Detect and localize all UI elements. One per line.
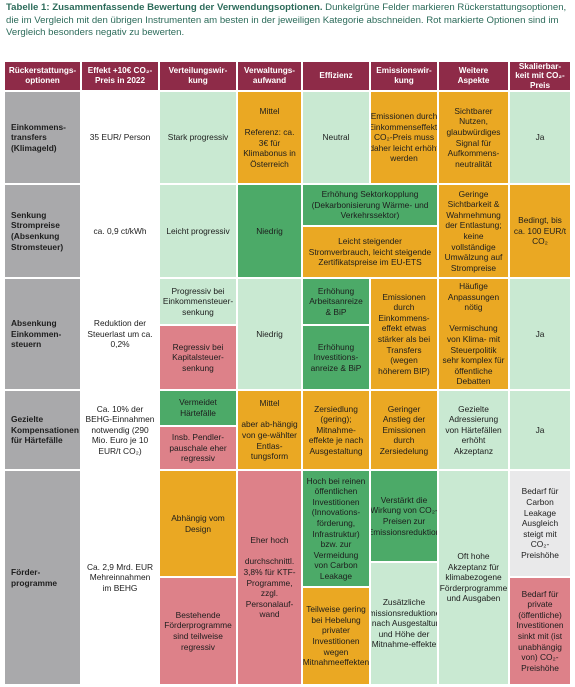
header-aspects: Weitere Aspekte — [439, 62, 508, 90]
income-tax-admin: Niedrig — [238, 279, 301, 389]
funding-aspects: Oft hohe Akzeptanz für klimabezogene För… — [439, 471, 508, 684]
hardship-scalable: Ja — [510, 391, 570, 469]
transfers-emissions: Emissionen durch Einkommenseffekt. CO₂-P… — [371, 92, 437, 183]
transfers-aspects: Sichtbarer Nutzen, glaubwürdiges Signal … — [439, 92, 508, 183]
row-label-funding: Förder-programme — [5, 471, 80, 684]
income-tax-emissions: Emissionen durch Einkommens-effekt etwas… — [371, 279, 437, 389]
hardship-effect: Ca. 10% der BEHG-Einnahmen notwendig (29… — [82, 391, 158, 469]
row-label-hardship: Gezielte Kompensationen für Härtefälle — [5, 391, 80, 469]
electricity-scalable: Bedingt, bis ca. 100 EUR/t CO₂ — [510, 185, 570, 277]
funding-efficiency-a: Hoch bei reinen öffentlichen Investition… — [303, 471, 369, 586]
funding-distribution-b: Bestehende Förderprogramme sind teilweis… — [160, 578, 236, 684]
income-tax-distribution-b: Regressiv bei Kapitalsteuer-senkung — [160, 326, 236, 389]
transfers-effect: 35 EUR/ Person — [82, 92, 158, 183]
electricity-distribution: Leicht progressiv — [160, 185, 236, 277]
hardship-distribution-a: Vermeidet Härtefälle — [160, 391, 236, 425]
transfers-scalable: Ja — [510, 92, 570, 183]
electricity-aspects: Geringe Sichtbarkeit & Wahrnehmung der E… — [439, 185, 508, 277]
income-tax-efficiency-b: Erhöhung Investitions-anreize & BiP — [303, 326, 369, 389]
transfers-admin: Mittel Referenz: ca. 3€ für Klimabonus i… — [238, 92, 301, 183]
electricity-effect: ca. 0,9 ct/kWh — [82, 185, 158, 277]
electricity-efficiency-emissions-a: Erhöhung Sektorkopplung (Dekarbonisierun… — [303, 185, 437, 225]
row-label-electricity: Senkung Strompreise (Absenkung Stromsteu… — [5, 185, 80, 277]
row-label-transfers: Einkommens-transfers (Klimageld) — [5, 92, 80, 183]
funding-scalable-b: Bedarf für private (öffentliche) Investi… — [510, 578, 570, 684]
funding-effect: Ca. 2,9 Mrd. EUR Mehreinnahmen im BEHG — [82, 471, 158, 684]
hardship-aspects: Gezielte Adressierung von Härtefällen er… — [439, 391, 508, 469]
income-tax-effect: Reduktion der Steuerlast um ca. 0,2% — [82, 279, 158, 389]
row-label-income-tax: Absenkung Einkommen-steuern — [5, 279, 80, 389]
hardship-efficiency: Zersiedlung (gering); Mitnahme-effekte j… — [303, 391, 369, 469]
electricity-efficiency-emissions-b: Leicht steigender Stromverbrauch, leicht… — [303, 227, 437, 277]
funding-scalable-a: Bedarf für Carbon Leakage Ausgleich stei… — [510, 471, 570, 576]
funding-admin: Eher hoch durchschnittl. 3,8% für KTF-Pr… — [238, 471, 301, 684]
transfers-distribution: Stark progressiv — [160, 92, 236, 183]
header-admin: Verwaltungs-aufwand — [238, 62, 301, 90]
table-caption: Tabelle 1: Zusammenfassende Bewertung de… — [6, 2, 569, 40]
funding-emissions-b: Zusätzliche Emissionsreduktionen je nach… — [371, 563, 437, 684]
transfers-efficiency: Neutral — [303, 92, 369, 183]
header-efficiency: Effizienz — [303, 62, 369, 90]
funding-distribution-a: Abhängig vom Design — [160, 471, 236, 576]
income-tax-distribution-a: Progressiv bei Einkommensteuer-senkung — [160, 279, 236, 324]
caption-text: Dunkelgrüne Felder markieren Rückerstatt… — [6, 2, 567, 39]
income-tax-efficiency-a: Erhöhung Arbeitsanreize & BiP — [303, 279, 369, 324]
header-option: Rückerstattungs-optionen — [5, 62, 80, 90]
header-emissions: Emissionswir-kung — [371, 62, 437, 90]
income-tax-aspects: Häufige Anpassungen nötig Vermischung vo… — [439, 279, 508, 389]
header-scalable: Skalierbar-keit mit CO₂-Preis — [510, 62, 570, 90]
funding-efficiency-b: Teilweise gering bei Hebelung privater I… — [303, 588, 369, 684]
header-effect: Effekt +10€ CO₂-Preis in 2022 — [82, 62, 158, 90]
hardship-distribution-b: Insb. Pendler-pauschale eher regressiv — [160, 427, 236, 469]
income-tax-scalable: Ja — [510, 279, 570, 389]
hardship-emissions: Geringer Anstieg der Emissionen durch Ze… — [371, 391, 437, 469]
electricity-admin: Niedrig — [238, 185, 301, 277]
caption-title: Tabelle 1: Zusammenfassende Bewertung de… — [6, 2, 323, 13]
funding-emissions-a: Verstärkt die Wirkung von CO₂-Preisen zu… — [371, 471, 437, 561]
hardship-admin: Mittel aber ab-hängig von ge-wählter Ent… — [238, 391, 301, 469]
header-distribution: Verteilungswir-kung — [160, 62, 236, 90]
